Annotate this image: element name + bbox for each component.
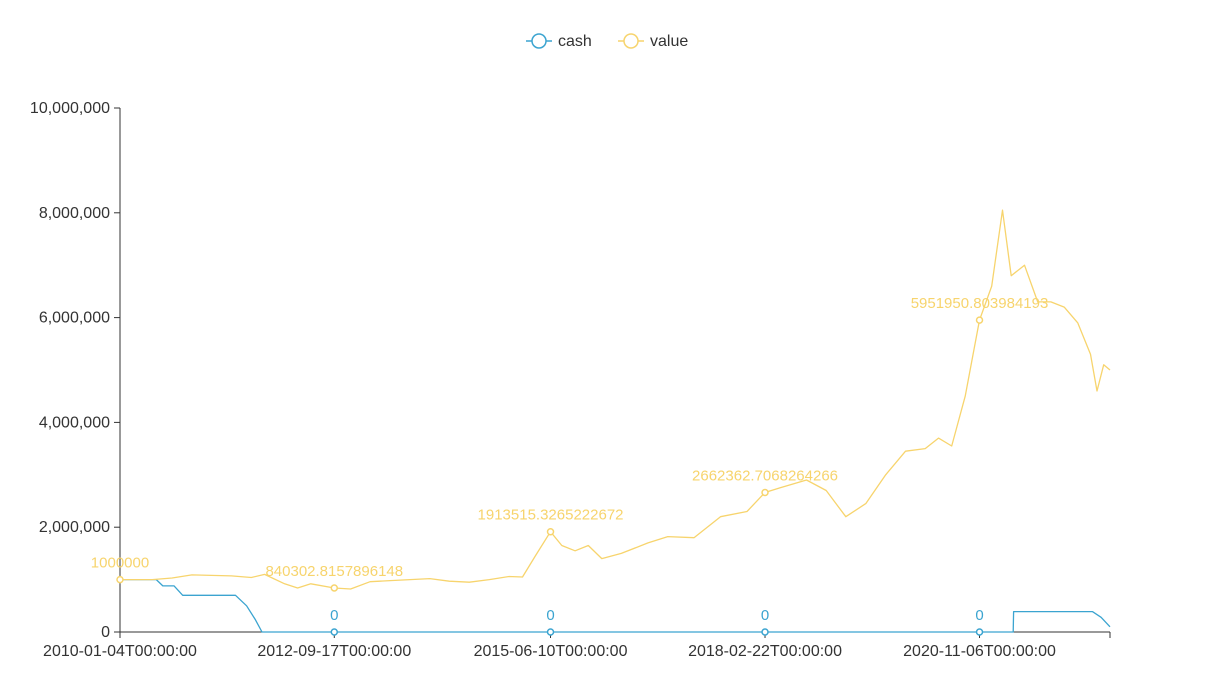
legend-label: cash xyxy=(558,33,592,50)
axes: 0 2,000,000 4,000,000 6,000,000 8,000,000 10,… xyxy=(30,100,1111,660)
x-tick-label: 2015-06-10T00:00:00 xyxy=(474,643,628,660)
data-point-cash xyxy=(330,628,339,636)
y-tick-label: 8,000,000 xyxy=(39,205,110,222)
data-label-value: 2662362.7068264266 xyxy=(692,467,838,484)
x-tick-label: 2018-02-22T00:00:00 xyxy=(688,643,842,660)
legend-item-value[interactable]: value xyxy=(618,33,688,50)
legend[interactable]: cash value xyxy=(526,33,688,50)
data-point-value xyxy=(330,584,339,592)
series-line-value xyxy=(120,209,1111,590)
x-tick-label: 2012-09-17T00:00:00 xyxy=(257,643,411,660)
data-point-value xyxy=(761,488,769,497)
data-label-value: 1000000 xyxy=(91,555,149,572)
legend-item-cash[interactable]: cash xyxy=(526,33,592,50)
data-labels: 0 0 0 0 1000000 840302.8157896148 1913515.3265… xyxy=(91,295,1049,624)
data-label-cash: 0 xyxy=(975,607,983,624)
data-label-value: 840302.8157896148 xyxy=(265,563,403,580)
legend-label: value xyxy=(650,33,688,50)
data-point-value xyxy=(546,527,555,536)
data-label-value: 1913515.3265222672 xyxy=(478,507,624,524)
x-tick-label: 2020-11-06T00:00:00 xyxy=(903,643,1056,660)
y-tick-label: 10,000,000 xyxy=(30,100,110,117)
series-line-cash xyxy=(120,578,1111,633)
y-tick-label: 2,000,000 xyxy=(39,519,110,536)
data-point-value xyxy=(116,575,124,584)
y-tick-label: 4,000,000 xyxy=(39,414,110,431)
data-label-cash: 0 xyxy=(761,607,769,624)
legend-circle-icon xyxy=(531,33,547,49)
y-tick-label: 0 xyxy=(101,624,110,641)
series-layer xyxy=(116,209,1111,636)
data-point-cash xyxy=(975,628,984,636)
data-label-value: 5951950.803984193 xyxy=(911,295,1049,312)
x-tick-label: 2010-01-04T00:00:00 xyxy=(43,643,197,660)
legend-circle-icon xyxy=(623,33,639,49)
data-point-cash xyxy=(761,628,769,636)
data-label-cash: 0 xyxy=(330,607,338,624)
data-label-cash: 0 xyxy=(546,607,554,624)
data-point-value xyxy=(975,316,984,324)
y-tick-label: 6,000,000 xyxy=(39,310,110,327)
data-point-cash xyxy=(546,628,555,636)
